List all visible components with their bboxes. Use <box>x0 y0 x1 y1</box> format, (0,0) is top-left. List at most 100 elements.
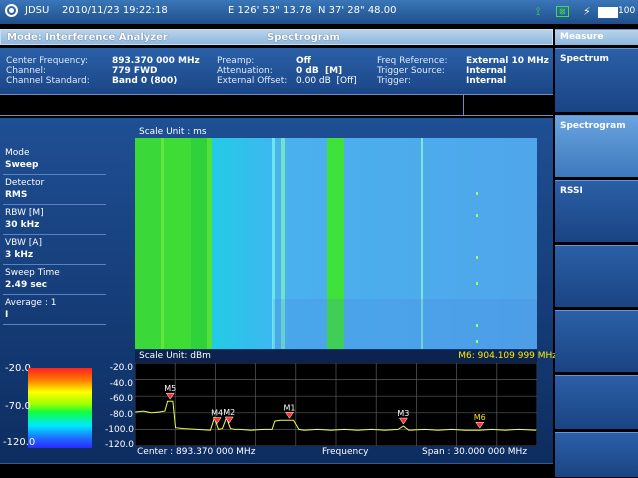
mode-bar: Mode: Interference Analyzer Spectrogram <box>0 29 553 45</box>
softkey-label: Spectrogram <box>560 121 626 131</box>
softkey-rssi[interactable]: RSSI <box>555 180 638 242</box>
param-label: Center Frequency: <box>6 56 89 66</box>
footer-bar <box>0 463 553 478</box>
info-value: I <box>5 310 9 320</box>
param-label: External Offset: <box>217 76 288 86</box>
spectrogram-plot[interactable] <box>135 138 537 349</box>
spectrogram-band <box>212 138 272 349</box>
param-label: Trigger: <box>377 76 411 86</box>
span-label: Span : 30.000 000 MHz <box>422 447 528 457</box>
param-label: Channel Standard: <box>6 76 90 86</box>
frequency-axis-bar: Center : 893.370 000 MHz Frequency Span … <box>135 446 537 459</box>
spectrum-header <box>135 350 537 363</box>
param-label: Trigger Source: <box>377 66 445 76</box>
y-tick-label: -20.0 <box>109 363 133 373</box>
info-rbw: RBW [M] 30 kHz <box>3 205 106 235</box>
info-label: VBW [A] <box>5 238 42 248</box>
softkey-empty[interactable] <box>555 432 638 477</box>
spectrogram-band <box>421 138 423 349</box>
info-label: Average : 1 <box>5 298 57 308</box>
marker-m6-icon <box>475 421 485 429</box>
spectrogram-dot <box>476 256 478 259</box>
marker-m5-icon <box>165 392 175 400</box>
spectrogram-band <box>281 138 285 349</box>
battery-level: 100 <box>618 6 636 16</box>
gps-antenna-icon: ⟟ <box>536 5 541 18</box>
param-value: 0 dB [M] <box>296 66 343 76</box>
softkey-label: RSSI <box>560 186 583 196</box>
spectrogram-dot <box>476 192 478 195</box>
softkey-empty[interactable] <box>555 310 638 372</box>
spectrum-trace <box>135 400 537 431</box>
param-value: 0.00 dB [Off] <box>296 76 357 86</box>
marker-label: M2 <box>223 408 235 417</box>
y-tick-label: -80.0 <box>109 410 133 420</box>
softkey-spectrogram[interactable]: Spectrogram <box>555 115 638 177</box>
status-bar: JDSU 2010/11/23 19:22:18 E 126' 53" 13.7… <box>0 0 638 24</box>
y-tick-label: -40.0 <box>109 379 133 389</box>
spectrogram-dot <box>476 214 478 217</box>
color-scale-bar <box>28 368 92 448</box>
color-scale-mid-label: -70.0 <box>5 401 31 412</box>
menu-header-label: Measure <box>560 32 604 42</box>
spectrogram-band <box>164 138 191 349</box>
marker-group: M5 M4 M2 M1 M3 M6 <box>164 384 486 429</box>
param-label: Preamp: <box>217 56 255 66</box>
spectrum-scale-unit: Scale Unit: dBm <box>139 351 211 361</box>
spectrogram-band <box>207 138 212 349</box>
y-tick-label: -60.0 <box>109 394 133 404</box>
param-value: Internal <box>466 66 507 76</box>
softkey-label: Spectrum <box>560 54 609 64</box>
x-axis-label: Frequency <box>322 447 369 457</box>
marker-label: M5 <box>164 384 176 393</box>
datetime: 2010/11/23 19:22:18 <box>62 5 168 16</box>
softkey-menu-header: Measure <box>555 29 638 45</box>
message-bar <box>0 94 553 116</box>
color-scale-bottom-label: -120.0 <box>3 437 36 448</box>
spectrogram-shade <box>273 299 537 349</box>
info-label: Sweep Time <box>5 268 60 278</box>
info-value: Sweep <box>5 160 39 170</box>
spectrogram-dot <box>476 324 478 327</box>
softkey-empty[interactable] <box>555 375 638 429</box>
info-value: 2.49 sec <box>5 280 48 290</box>
info-label: Mode <box>5 148 30 158</box>
info-value: 30 kHz <box>5 220 40 230</box>
marker-m3-icon <box>398 417 408 425</box>
device-name: JDSU <box>25 5 50 16</box>
y-tick-label: -120.0 <box>105 440 135 450</box>
marker-m2-icon <box>224 416 234 424</box>
info-sweep-time: Sweep Time 2.49 sec <box>3 265 106 295</box>
marker-label: M6 <box>474 413 486 422</box>
info-value: 3 kHz <box>5 250 34 260</box>
spectrum-plot[interactable]: M5 M4 M2 M1 M3 M6 <box>135 363 537 446</box>
parameter-panel: Center Frequency: 893.370 000 MHz Channe… <box>0 48 553 94</box>
gps-coordinates: E 126' 53" 13.78 N 37' 28" 48.00 <box>228 5 397 16</box>
marker-m4-icon <box>212 417 222 424</box>
info-vbw: VBW [A] 3 kHz <box>3 235 106 265</box>
info-average: Average : 1 I <box>3 295 106 325</box>
info-label: Detector <box>5 178 45 188</box>
y-tick-label: -100.0 <box>105 425 135 435</box>
marker-label: M3 <box>397 409 409 418</box>
spectrogram-band <box>161 138 164 349</box>
softkey-empty[interactable] <box>555 245 638 307</box>
spectrogram-scale-unit: Scale Unit : ms <box>139 127 207 137</box>
view-title: Spectrogram <box>267 32 340 43</box>
spectrum-grid <box>135 363 537 446</box>
spectrogram-band <box>327 138 344 349</box>
softkey-menu: Measure Spectrum Spectrogram RSSI <box>555 29 638 477</box>
marker-m1-icon <box>285 412 294 419</box>
param-value: External 10 MHz <box>466 56 549 66</box>
mode-title: Mode: Interference Analyzer <box>7 32 168 43</box>
softkey-spectrum[interactable]: Spectrum <box>555 48 638 112</box>
power-plug-icon: ⚡ <box>583 5 591 18</box>
info-detector: Detector RMS <box>3 175 106 205</box>
info-panel: Mode Sweep Detector RMS RBW [M] 30 kHz V… <box>3 145 106 325</box>
spectrogram-band <box>135 138 161 349</box>
info-value: RMS <box>5 190 28 200</box>
param-value: Internal <box>466 76 507 86</box>
param-value: Off <box>296 56 311 66</box>
param-value: Band 0 (800) <box>112 76 178 86</box>
